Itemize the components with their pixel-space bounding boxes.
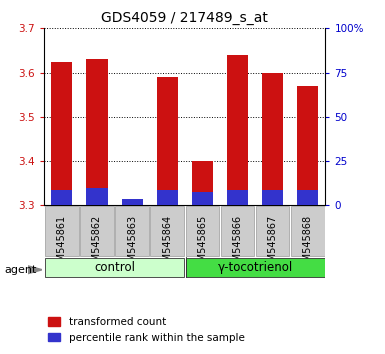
Text: GSM545868: GSM545868 (303, 215, 313, 274)
Text: γ-tocotrienol: γ-tocotrienol (218, 261, 293, 274)
Bar (51, 62, 72, 205)
Text: GSM545867: GSM545867 (268, 215, 278, 274)
Bar (51, 190, 72, 205)
Bar (157, 190, 178, 205)
Bar (297, 190, 318, 205)
Text: GSM545866: GSM545866 (233, 215, 243, 274)
Text: GSM545861: GSM545861 (57, 215, 67, 274)
FancyBboxPatch shape (256, 206, 290, 256)
Bar (192, 192, 213, 205)
Bar (227, 190, 248, 205)
FancyBboxPatch shape (45, 258, 184, 277)
Bar (227, 55, 248, 205)
Text: GSM545863: GSM545863 (127, 215, 137, 274)
Text: GSM545864: GSM545864 (162, 215, 172, 274)
Bar (192, 161, 213, 205)
FancyBboxPatch shape (186, 258, 325, 277)
Bar (262, 73, 283, 205)
Bar (86, 59, 107, 205)
FancyBboxPatch shape (80, 206, 114, 256)
Bar (157, 77, 178, 205)
Bar (122, 201, 142, 205)
FancyBboxPatch shape (186, 206, 219, 256)
Text: GSM545865: GSM545865 (198, 215, 208, 274)
Title: GDS4059 / 217489_s_at: GDS4059 / 217489_s_at (101, 11, 268, 24)
Bar (262, 190, 283, 205)
FancyBboxPatch shape (291, 206, 325, 256)
Text: agent: agent (5, 265, 37, 275)
Legend: transformed count, percentile rank within the sample: transformed count, percentile rank withi… (44, 313, 249, 347)
Polygon shape (28, 266, 42, 274)
Text: control: control (94, 261, 135, 274)
Bar (122, 199, 142, 205)
Bar (297, 86, 318, 205)
FancyBboxPatch shape (115, 206, 149, 256)
Text: GSM545862: GSM545862 (92, 215, 102, 274)
FancyBboxPatch shape (151, 206, 184, 256)
FancyBboxPatch shape (221, 206, 254, 256)
Bar (86, 188, 107, 205)
FancyBboxPatch shape (45, 206, 79, 256)
